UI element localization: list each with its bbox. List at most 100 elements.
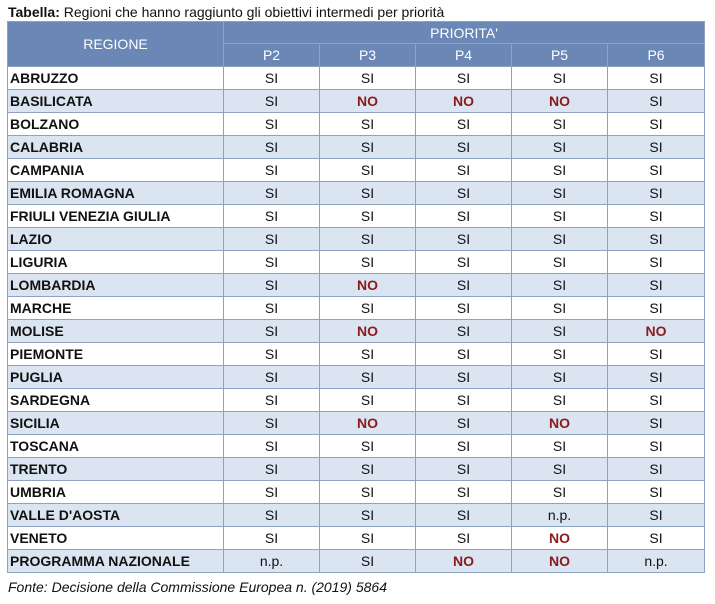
value-cell-p4: SI: [415, 158, 512, 182]
value-cell-p6: SI: [606, 66, 706, 90]
value-cell-p4: SI: [415, 112, 512, 136]
value-cell-p6: SI: [606, 135, 706, 159]
region-name-cell: TOSCANA: [7, 434, 224, 458]
value-cell-p2: SI: [223, 204, 320, 228]
value-cell-p2: SI: [223, 66, 320, 90]
value-cell-p5: n.p.: [511, 503, 608, 527]
table-row: PIEMONTE SI SI SI SI SI: [7, 342, 706, 366]
value-cell-p4: SI: [415, 273, 512, 297]
region-column-header: REGIONE: [7, 21, 224, 67]
table-row: PUGLIA SI SI SI SI SI: [7, 365, 706, 389]
value-cell-p2: SI: [223, 319, 320, 343]
region-name-cell: LOMBARDIA: [7, 273, 224, 297]
table-row: VENETO SI SI SI NO SI: [7, 526, 706, 550]
table-row: BASILICATA SI NO NO NO SI: [7, 89, 706, 113]
value-cell-p5: SI: [511, 388, 608, 412]
value-cell-p2: SI: [223, 296, 320, 320]
column-header-p4: P4: [415, 43, 512, 67]
value-cell-p2: SI: [223, 181, 320, 205]
value-cell-p4: SI: [415, 296, 512, 320]
table-row: PROGRAMMA NAZIONALE n.p. SI NO NO n.p.: [7, 549, 706, 573]
value-cell-p4: NO: [415, 89, 512, 113]
value-cell-p5: SI: [511, 250, 608, 274]
column-header-p2: P2: [223, 43, 320, 67]
value-cell-p4: SI: [415, 480, 512, 504]
value-cell-p4: SI: [415, 319, 512, 343]
value-cell-p4: SI: [415, 135, 512, 159]
value-cell-p6: SI: [606, 457, 706, 481]
value-cell-p2: SI: [223, 158, 320, 182]
value-cell-p3: SI: [319, 434, 416, 458]
region-name-cell: LIGURIA: [7, 250, 224, 274]
value-cell-p3: SI: [319, 296, 416, 320]
value-cell-p6: NO: [606, 319, 706, 343]
table-row: MOLISE SI NO SI SI NO: [7, 319, 706, 343]
region-name-cell: CAMPANIA: [7, 158, 224, 182]
value-cell-p2: SI: [223, 250, 320, 274]
value-cell-p4: SI: [415, 66, 512, 90]
value-cell-p3: SI: [319, 250, 416, 274]
value-cell-p4: SI: [415, 388, 512, 412]
value-cell-p3: SI: [319, 388, 416, 412]
table-row: ABRUZZO SI SI SI SI SI: [7, 66, 706, 90]
value-cell-p4: SI: [415, 181, 512, 205]
table-row: FRIULI VENEZIA GIULIA SI SI SI SI SI: [7, 204, 706, 228]
value-cell-p5: NO: [511, 526, 608, 550]
value-cell-p6: SI: [606, 181, 706, 205]
table-row: CALABRIA SI SI SI SI SI: [7, 135, 706, 159]
value-cell-p6: SI: [606, 365, 706, 389]
value-cell-p4: SI: [415, 526, 512, 550]
value-cell-p3: NO: [319, 273, 416, 297]
value-cell-p4: SI: [415, 411, 512, 435]
value-cell-p3: NO: [319, 319, 416, 343]
value-cell-p3: SI: [319, 135, 416, 159]
value-cell-p2: n.p.: [223, 549, 320, 573]
value-cell-p6: SI: [606, 342, 706, 366]
value-cell-p4: SI: [415, 227, 512, 251]
value-cell-p3: SI: [319, 66, 416, 90]
value-cell-p5: NO: [511, 411, 608, 435]
value-cell-p3: SI: [319, 549, 416, 573]
column-header-p6: P6: [606, 43, 706, 67]
value-cell-p6: SI: [606, 273, 706, 297]
value-cell-p2: SI: [223, 273, 320, 297]
value-cell-p3: SI: [319, 526, 416, 550]
table-header: REGIONE PRIORITA' P2 P3 P4 P5 P6: [7, 21, 706, 67]
value-cell-p2: SI: [223, 388, 320, 412]
value-cell-p5: SI: [511, 480, 608, 504]
value-cell-p6: SI: [606, 503, 706, 527]
region-name-cell: PIEMONTE: [7, 342, 224, 366]
column-header-p3: P3: [319, 43, 416, 67]
table-body: ABRUZZO SI SI SI SI SI BASILICATA SI NO NO NO SI BOL…: [7, 66, 706, 573]
value-cell-p6: SI: [606, 388, 706, 412]
value-cell-p2: SI: [223, 89, 320, 113]
value-cell-p5: NO: [511, 549, 608, 573]
value-cell-p3: SI: [319, 158, 416, 182]
value-cell-p2: SI: [223, 457, 320, 481]
region-name-cell: BASILICATA: [7, 89, 224, 113]
value-cell-p4: SI: [415, 204, 512, 228]
table-row: CAMPANIA SI SI SI SI SI: [7, 158, 706, 182]
region-name-cell: ABRUZZO: [7, 66, 224, 90]
value-cell-p6: SI: [606, 250, 706, 274]
table-row: LOMBARDIA SI NO SI SI SI: [7, 273, 706, 297]
region-name-cell: MARCHE: [7, 296, 224, 320]
value-cell-p3: SI: [319, 342, 416, 366]
value-cell-p5: SI: [511, 112, 608, 136]
value-cell-p6: SI: [606, 526, 706, 550]
value-cell-p2: SI: [223, 342, 320, 366]
value-cell-p5: SI: [511, 365, 608, 389]
value-cell-p5: SI: [511, 319, 608, 343]
value-cell-p3: NO: [319, 411, 416, 435]
region-name-cell: PUGLIA: [7, 365, 224, 389]
value-cell-p6: SI: [606, 434, 706, 458]
value-cell-p5: SI: [511, 204, 608, 228]
value-cell-p6: SI: [606, 158, 706, 182]
table-row: SARDEGNA SI SI SI SI SI: [7, 388, 706, 412]
value-cell-p6: SI: [606, 204, 706, 228]
table-row: LAZIO SI SI SI SI SI: [7, 227, 706, 251]
region-name-cell: LAZIO: [7, 227, 224, 251]
value-cell-p6: n.p.: [606, 549, 706, 573]
value-cell-p4: NO: [415, 549, 512, 573]
region-name-cell: SARDEGNA: [7, 388, 224, 412]
